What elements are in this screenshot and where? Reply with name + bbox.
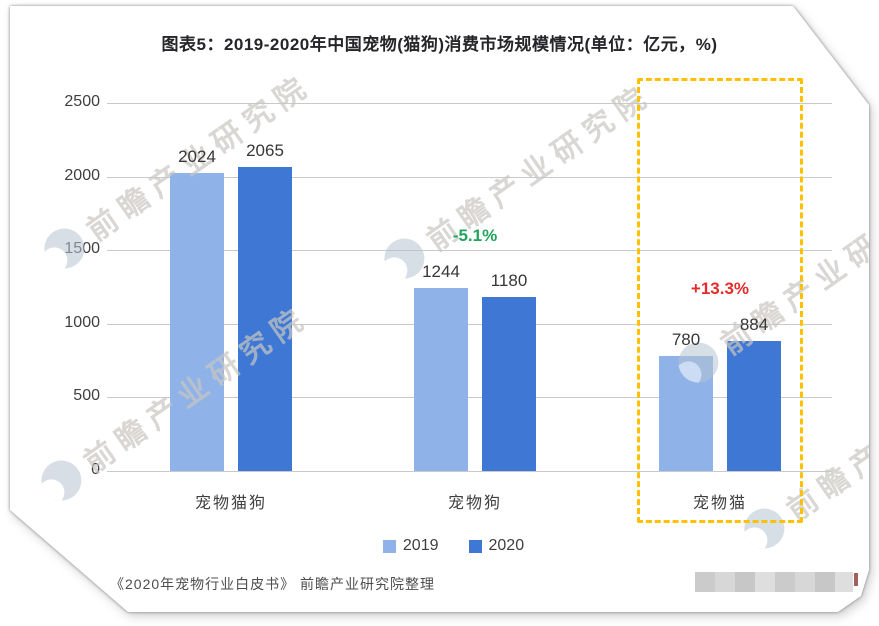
gridline bbox=[107, 176, 832, 178]
bar-2020-宠物猫狗 bbox=[238, 167, 292, 471]
legend-item-2020: 2020 bbox=[468, 537, 525, 555]
x-axis-category-label: 宠物猫 bbox=[692, 495, 747, 512]
y-axis-tick-label: 1500 bbox=[64, 240, 100, 258]
legend-item-2019: 2019 bbox=[382, 537, 439, 555]
bar-value-label: 1180 bbox=[490, 271, 528, 291]
redacted-end-mark bbox=[854, 573, 858, 586]
x-axis-category-label: 宠物狗 bbox=[447, 495, 502, 512]
bar-value-label: 884 bbox=[739, 314, 769, 334]
bar-value-label: 2065 bbox=[246, 141, 284, 161]
bar-2020-宠物猫 bbox=[727, 340, 781, 471]
legend-label: 2020 bbox=[488, 537, 525, 554]
bar-2020-宠物狗 bbox=[482, 297, 536, 471]
y-axis-tick-label: 0 bbox=[91, 461, 100, 478]
gridline bbox=[107, 471, 832, 472]
y-axis-tick-label: 2000 bbox=[64, 166, 100, 184]
legend-label: 2019 bbox=[402, 537, 439, 554]
bar-2019-宠物狗 bbox=[414, 287, 468, 471]
x-axis-category-label: 宠物猫狗 bbox=[194, 495, 267, 512]
pct-change-annotation: +13.3% bbox=[690, 278, 750, 298]
source-note: 《2020年宠物行业白皮书》 前瞻产业研究院整理 bbox=[110, 576, 436, 592]
chart-legend: 2019 2020 bbox=[14, 537, 869, 555]
pct-change-annotation: -5.1% bbox=[452, 225, 498, 245]
gridline bbox=[107, 103, 832, 104]
bar-value-label: 2024 bbox=[178, 147, 216, 167]
gridline bbox=[107, 323, 832, 325]
bar-2019-宠物猫狗 bbox=[170, 173, 224, 471]
redacted-text-blur bbox=[695, 572, 853, 592]
legend-swatch-icon bbox=[468, 539, 482, 553]
gridline bbox=[107, 397, 832, 399]
legend-swatch-icon bbox=[382, 539, 396, 553]
y-axis-tick-label: 2500 bbox=[64, 93, 100, 110]
highlight-dashed-box bbox=[637, 78, 803, 523]
gridline bbox=[107, 250, 832, 252]
y-axis-tick-label: 1000 bbox=[64, 313, 100, 331]
chart-title: 图表5：2019-2020年中国宠物(猫狗)消费市场规模情况(单位：亿元，%) bbox=[161, 35, 718, 54]
y-axis-tick-label: 500 bbox=[73, 387, 100, 405]
